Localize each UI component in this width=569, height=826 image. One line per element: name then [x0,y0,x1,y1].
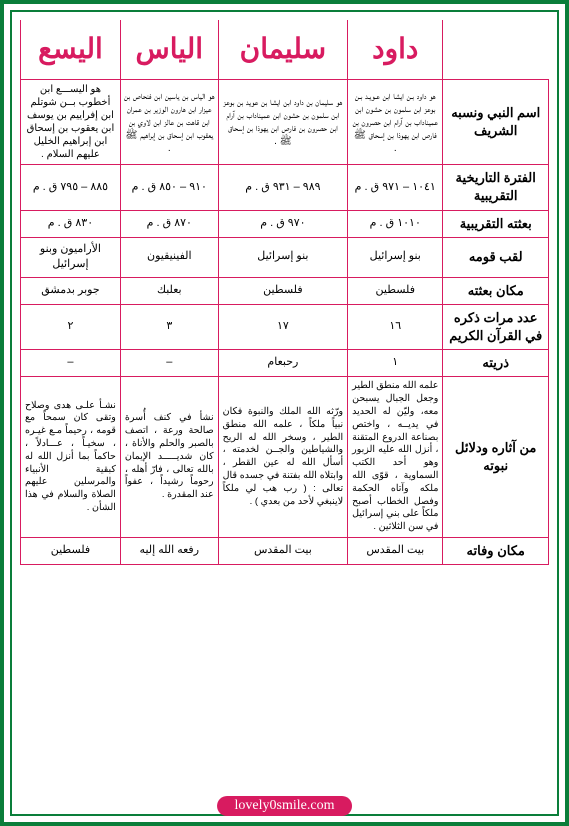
cell: ١٧ [218,304,347,349]
cell: جوبر بدمشق [21,277,121,304]
row-label: مكان وفاته [443,538,549,565]
row-label: بعثته التقريبية [443,210,549,237]
inner-frame: داود سليمان الياس اليسع اسم النبي ونسبه … [10,10,559,816]
outer-frame: داود سليمان الياس اليسع اسم النبي ونسبه … [0,0,569,826]
cell: ٩٨٩ – ٩٣١ ق . م [218,165,347,210]
cell: نشـأ علـى هدى وصلاح وتقى كان سمحاً مع قو… [21,377,121,538]
cell: فلسطين [218,277,347,304]
table-row: من آثاره ودلائل نبوتهعلمه الله منطق الطي… [21,377,549,538]
header-dawud: داود [348,20,443,80]
cell: بنو إسرائيل [348,237,443,277]
cell: ١٦ [348,304,443,349]
cell: هو الياس بن ياسين ابن فنحاص بن عيزار ابن… [120,80,218,165]
cell: ١٠١٠ ق . م [348,210,443,237]
row-label: ذريته [443,350,549,377]
watermark: lovely0smile.com [217,796,353,816]
table-row: اسم النبي ونسبه الشريفهو داود بـن ايشا ا… [21,80,549,165]
cell: بنو إسرائيل [218,237,347,277]
cell: ٩١٠ – ٨٥٠ ق . م [120,165,218,210]
header-ilyas: الياس [120,20,218,80]
cell: ٢ [21,304,121,349]
cell: بيت المقدس [218,538,347,565]
cell: رحبعام [218,350,347,377]
cell: – [21,350,121,377]
table-body: اسم النبي ونسبه الشريفهو داود بـن ايشا ا… [21,80,549,565]
cell: ٩٧٠ ق . م [218,210,347,237]
cell: ٣ [120,304,218,349]
cell: هو سليمان بن داود ابن ايشا بن عويد بن بو… [218,80,347,165]
cell: فلسطين [21,538,121,565]
row-label: لقب قومه [443,237,549,277]
cell: ٨٣٠ ق . م [21,210,121,237]
cell: بعلبك [120,277,218,304]
cell: ١ [348,350,443,377]
cell: بيت المقدس [348,538,443,565]
table-row: الفترة التاريخية التقريبية١٠٤١ – ٩٧١ ق .… [21,165,549,210]
cell: نشأ في كنف أُسرة صالحة ورعة ، اتصف بالصب… [120,377,218,538]
prophets-table: داود سليمان الياس اليسع اسم النبي ونسبه … [20,20,549,565]
table-row: مكان بعثتهفلسطينفلسطينبعلبكجوبر بدمشق [21,277,549,304]
header-alyasa: اليسع [21,20,121,80]
cell: الفينيقيون [120,237,218,277]
row-label: مكان بعثته [443,277,549,304]
table-row: ذريته١رحبعام–– [21,350,549,377]
cell: علمه الله منطق الطير وجعل الجبال يسبحن م… [348,377,443,538]
cell: ٨٨٥ – ٧٩٥ ق . م [21,165,121,210]
row-label: اسم النبي ونسبه الشريف [443,80,549,165]
header-row: داود سليمان الياس اليسع [21,20,549,80]
header-blank [443,20,549,80]
table-row: عدد مرات ذكره في القرآن الكريم١٦١٧٣٢ [21,304,549,349]
cell: ١٠٤١ – ٩٧١ ق . م [348,165,443,210]
row-label: الفترة التاريخية التقريبية [443,165,549,210]
cell: رفعه الله إليه [120,538,218,565]
table-row: مكان وفاتهبيت المقدسبيت المقدسرفعه الله … [21,538,549,565]
table-row: بعثته التقريبية١٠١٠ ق . م٩٧٠ ق . م٨٧٠ ق … [21,210,549,237]
cell: هو داود بـن ايشا ابن عـويـد بـن بوعز ابن… [348,80,443,165]
row-label: عدد مرات ذكره في القرآن الكريم [443,304,549,349]
row-label: من آثاره ودلائل نبوته [443,377,549,538]
table-row: لقب قومهبنو إسرائيلبنو إسرائيلالفينيقيون… [21,237,549,277]
cell: ورّثه الله الملك والنبوة فكان نبياً ملكا… [218,377,347,538]
cell: فلسطين [348,277,443,304]
cell: هو اليســـع ابن أخطوب بــن شوتلم ابن إفر… [21,80,121,165]
cell: – [120,350,218,377]
cell: ٨٧٠ ق . م [120,210,218,237]
cell: الأراميون وبنو إسرائيل [21,237,121,277]
header-sulaiman: سليمان [218,20,347,80]
